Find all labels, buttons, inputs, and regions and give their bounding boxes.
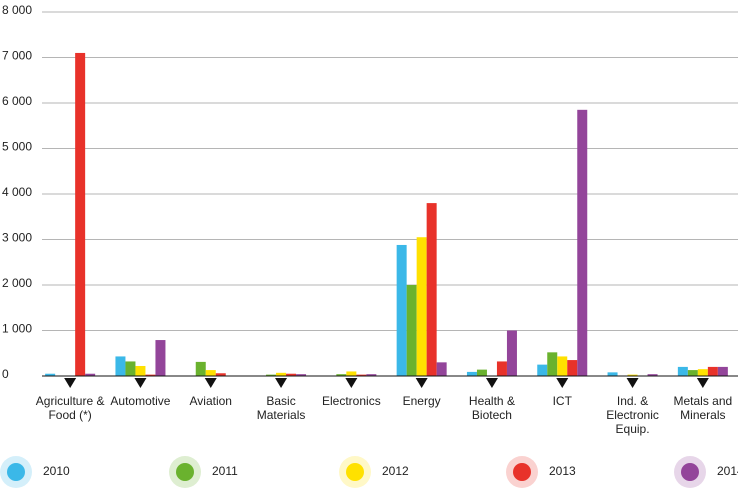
- category-marker: [134, 378, 147, 388]
- bar: [215, 373, 226, 376]
- y-tick-label: 2 000: [2, 276, 32, 290]
- legend-swatch: [513, 463, 531, 481]
- bar: [75, 52, 86, 376]
- bar: [396, 244, 407, 376]
- bar: [346, 371, 357, 376]
- x-tick-label: Aviation: [189, 394, 232, 408]
- bar: [135, 365, 146, 376]
- x-tick-label: Metals and Minerals: [673, 394, 733, 422]
- bar: [557, 356, 568, 376]
- legend-swatch: [7, 463, 25, 481]
- bar: [276, 372, 287, 376]
- bar: [697, 369, 708, 376]
- x-tick-label: Basic Materials: [256, 394, 306, 422]
- legend-label: 2014: [717, 464, 738, 478]
- bar: [366, 374, 377, 376]
- x-tick-label: Ind. & Electronic Equip.: [606, 394, 659, 436]
- legend-label: 2013: [549, 464, 576, 478]
- legend-swatch: [681, 463, 699, 481]
- bar: [627, 374, 638, 376]
- y-tick-label: 3 000: [2, 231, 32, 245]
- category-marker: [345, 378, 358, 388]
- bar: [336, 374, 347, 376]
- category-marker: [485, 378, 498, 388]
- y-tick-label: 4 000: [2, 185, 32, 199]
- bar: [286, 373, 297, 376]
- x-tick-label: ICT: [552, 394, 572, 408]
- bar: [145, 374, 156, 376]
- x-tick-label: Agriculture & Food (*): [35, 394, 105, 422]
- bar: [266, 374, 277, 376]
- bar: [205, 370, 216, 376]
- legend-label: 2011: [212, 464, 238, 478]
- category-marker: [415, 378, 428, 388]
- bar: [195, 361, 206, 376]
- y-tick-label: 1 000: [2, 322, 32, 336]
- bar: [717, 366, 728, 376]
- legend-label: 2012: [382, 464, 409, 478]
- bar: [677, 366, 688, 376]
- x-tick-label: Energy: [402, 394, 441, 408]
- x-tick-label: Electronics: [322, 394, 381, 408]
- bar: [296, 374, 307, 376]
- category-marker: [64, 378, 77, 388]
- bar: [506, 330, 517, 376]
- bar: [155, 340, 166, 376]
- bar: [577, 109, 588, 376]
- bar: [537, 364, 548, 376]
- legend-swatch: [176, 463, 194, 481]
- bar: [647, 374, 658, 376]
- bar: [466, 371, 477, 376]
- bar: [406, 285, 417, 376]
- x-tick-label: Automotive: [110, 394, 171, 408]
- bar: [436, 362, 447, 376]
- legend-swatch: [346, 463, 364, 481]
- category-marker: [696, 378, 709, 388]
- bar: [356, 374, 367, 376]
- legend-label: 2010: [43, 464, 70, 478]
- category-marker: [626, 378, 639, 388]
- bar: [707, 366, 718, 376]
- bar: [115, 356, 126, 376]
- bar: [496, 361, 507, 376]
- bar: [426, 203, 437, 376]
- bar: [476, 369, 487, 376]
- bar: [687, 370, 698, 376]
- category-marker: [556, 378, 569, 388]
- y-tick-label: 5 000: [2, 140, 32, 154]
- bar: [45, 373, 56, 376]
- x-tick-label: Health & Biotech: [468, 394, 515, 422]
- bar: [416, 237, 427, 376]
- bar: [85, 373, 96, 376]
- y-tick-label: 8 000: [2, 3, 32, 17]
- bar: [125, 361, 136, 376]
- y-tick-label: 6 000: [2, 94, 32, 108]
- bar: [547, 352, 558, 376]
- category-marker: [275, 378, 288, 388]
- y-tick-label: 7 000: [2, 49, 32, 63]
- y-tick-label: 0: [2, 367, 9, 381]
- bar: [607, 372, 618, 376]
- category-marker: [204, 378, 217, 388]
- bar: [567, 360, 578, 376]
